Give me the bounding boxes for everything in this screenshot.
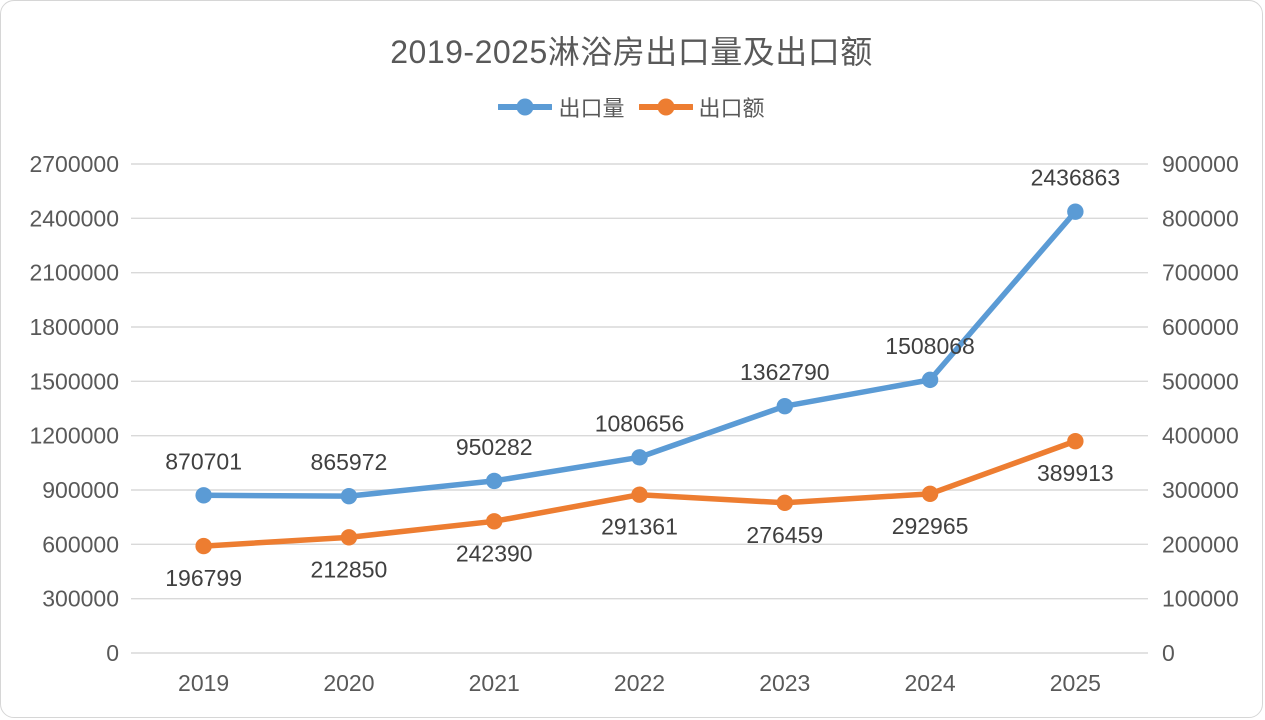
right-axis-tick-label: 400000 <box>1162 423 1239 449</box>
legend-marker-dot <box>516 98 534 116</box>
data-point-label: 292965 <box>892 513 969 539</box>
right-axis-tick-label: 700000 <box>1162 260 1239 286</box>
data-point-label: 389913 <box>1037 460 1114 486</box>
x-axis-tick-label: 2022 <box>614 670 665 696</box>
left-axis-tick-label: 1800000 <box>29 314 119 340</box>
data-point-label: 950282 <box>456 434 533 460</box>
data-point-label: 276459 <box>746 522 823 548</box>
data-point-label: 242390 <box>456 540 533 566</box>
left-axis-tick-label: 2700000 <box>29 151 119 177</box>
right-axis-tick-label: 600000 <box>1162 314 1239 340</box>
data-point-label: 1362790 <box>740 359 830 385</box>
x-axis-tick-label: 2024 <box>904 670 955 696</box>
x-axis-tick-label: 2023 <box>759 670 810 696</box>
data-point-marker <box>921 485 939 503</box>
data-point-label: 1508068 <box>885 333 975 359</box>
right-axis-tick-label: 300000 <box>1162 477 1239 503</box>
chart-title: 2019-2025淋浴房出口量及出口额 <box>390 34 873 70</box>
data-point-marker <box>921 371 939 389</box>
x-axis-tick-label: 2020 <box>323 670 374 696</box>
data-point-label: 212850 <box>311 556 388 582</box>
left-axis-tick-label: 0 <box>106 640 119 666</box>
right-axis-tick-label: 500000 <box>1162 368 1239 394</box>
left-axis-tick-label: 1500000 <box>29 368 119 394</box>
data-point-marker <box>195 487 212 504</box>
left-axis-tick-label: 2100000 <box>29 260 119 286</box>
left-axis-tick-label: 2400000 <box>29 205 119 231</box>
data-point-marker <box>486 472 503 490</box>
data-point-label: 196799 <box>165 565 242 591</box>
legend-label: 出口量 <box>558 96 625 121</box>
data-point-marker <box>1067 432 1084 450</box>
legend-line-marker-icon <box>638 98 693 116</box>
data-point-marker <box>1067 203 1084 220</box>
right-axis-tick-label: 100000 <box>1162 586 1239 612</box>
chart-legend: 出口量 出口额 <box>1 91 1262 123</box>
data-point-marker <box>486 513 503 530</box>
data-point-label: 1080656 <box>595 410 685 436</box>
data-point-label: 865972 <box>311 449 388 475</box>
left-axis-tick-label: 900000 <box>42 477 119 503</box>
data-point-marker <box>776 397 793 415</box>
data-point-marker <box>631 486 648 503</box>
data-point-marker <box>195 537 212 555</box>
right-axis-tick-label: 200000 <box>1162 531 1239 557</box>
data-point-label: 291361 <box>601 514 678 540</box>
left-axis-tick-label: 300000 <box>42 586 119 612</box>
legend-item-出口额: 出口额 <box>638 91 765 123</box>
data-point-marker <box>776 494 793 511</box>
legend-item-出口量: 出口量 <box>498 91 625 123</box>
data-point-label: 870701 <box>165 448 242 474</box>
right-axis-tick-label: 900000 <box>1162 151 1239 177</box>
data-point-marker <box>340 529 358 546</box>
legend-label: 出口额 <box>698 96 765 121</box>
data-point-label: 2436863 <box>1031 165 1121 191</box>
right-axis-tick-label: 0 <box>1162 640 1175 666</box>
data-point-marker <box>340 487 358 505</box>
right-axis-tick-label: 800000 <box>1162 205 1239 231</box>
x-axis-tick-label: 2021 <box>469 670 520 696</box>
data-point-marker <box>631 449 648 466</box>
x-axis-tick-label: 2019 <box>178 670 229 696</box>
legend-marker-dot <box>657 98 674 116</box>
left-axis-tick-label: 600000 <box>42 531 119 557</box>
x-axis-tick-label: 2025 <box>1050 670 1101 696</box>
legend-line-marker-icon <box>498 98 553 116</box>
left-axis-tick-label: 1200000 <box>29 423 119 449</box>
